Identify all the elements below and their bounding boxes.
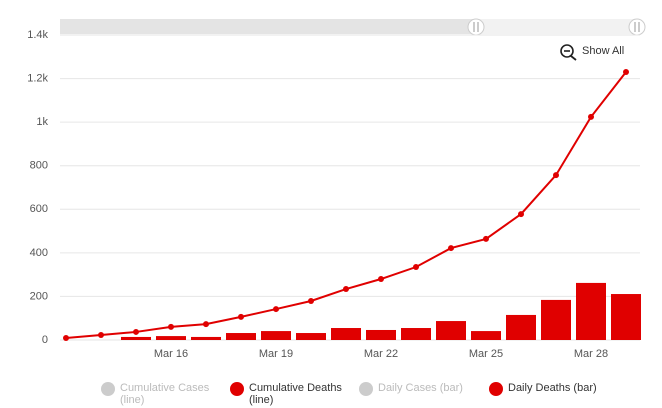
legend-label: Daily Cases (bar): [378, 382, 463, 394]
legend-item[interactable]: Cumulative Deaths (line): [230, 382, 349, 406]
point: [203, 321, 209, 328]
legend-item[interactable]: Daily Cases (bar): [359, 382, 478, 396]
line: [65, 71, 627, 340]
point: [413, 264, 419, 271]
navigator-handle[interactable]: [628, 18, 646, 36]
y-tick-label: 600: [30, 203, 48, 215]
y-tick-label: 1k: [36, 116, 48, 128]
y-tick-label: 200: [30, 290, 48, 302]
x-tick-label: Mar 16: [154, 348, 188, 360]
bar: [261, 331, 291, 340]
legend-marker: [489, 382, 503, 396]
show-all-button[interactable]: Show All: [560, 44, 624, 61]
bar: [541, 299, 571, 340]
bar: [436, 321, 466, 340]
point: [448, 245, 454, 252]
x-tick-label: Mar 28: [574, 348, 608, 360]
navigator-selection[interactable]: [476, 19, 637, 34]
point: [553, 172, 559, 179]
point: [623, 69, 629, 76]
legend-item[interactable]: Cumulative Cases (line): [101, 382, 220, 406]
navigator-handle[interactable]: [467, 18, 485, 36]
point: [168, 323, 174, 330]
bar: [576, 282, 606, 340]
bar: [226, 333, 256, 340]
legend-label: Cumulative Deaths (line): [249, 382, 342, 406]
legend-label: Daily Deaths (bar): [508, 382, 597, 394]
legend-label: Cumulative Cases (line): [120, 382, 210, 406]
bar: [366, 329, 396, 340]
bar: [611, 294, 641, 340]
bar: [296, 333, 326, 340]
bar: [156, 336, 186, 340]
point: [273, 306, 279, 313]
x-tick-label: Mar 19: [259, 348, 293, 360]
point: [98, 331, 104, 338]
y-tick-label: 1.4k: [27, 29, 48, 41]
bar: [331, 328, 361, 340]
bar: [191, 336, 221, 340]
point: [343, 286, 349, 293]
point: [133, 328, 139, 335]
legend-marker: [230, 382, 244, 396]
x-tick-label: Mar 22: [364, 348, 398, 360]
bar: [471, 331, 501, 340]
bar: [401, 328, 431, 340]
point: [378, 276, 384, 282]
legend-item[interactable]: Daily Deaths (bar): [489, 382, 608, 396]
bar: [506, 314, 536, 340]
legend-marker: [359, 382, 373, 396]
show-all-label[interactable]: Show All: [582, 45, 624, 57]
y-tick-label: 0: [42, 334, 48, 346]
y-tick-label: 1.2k: [27, 72, 48, 84]
legend-marker: [101, 382, 115, 396]
y-tick-label: 400: [30, 247, 48, 259]
point: [483, 235, 489, 242]
point: [518, 211, 524, 218]
x-tick-label: Mar 25: [469, 348, 503, 360]
point: [308, 298, 314, 305]
point: [63, 335, 69, 342]
y-tick-label: 800: [30, 160, 48, 172]
point: [588, 113, 594, 120]
point: [238, 313, 244, 320]
bar: [121, 336, 151, 340]
